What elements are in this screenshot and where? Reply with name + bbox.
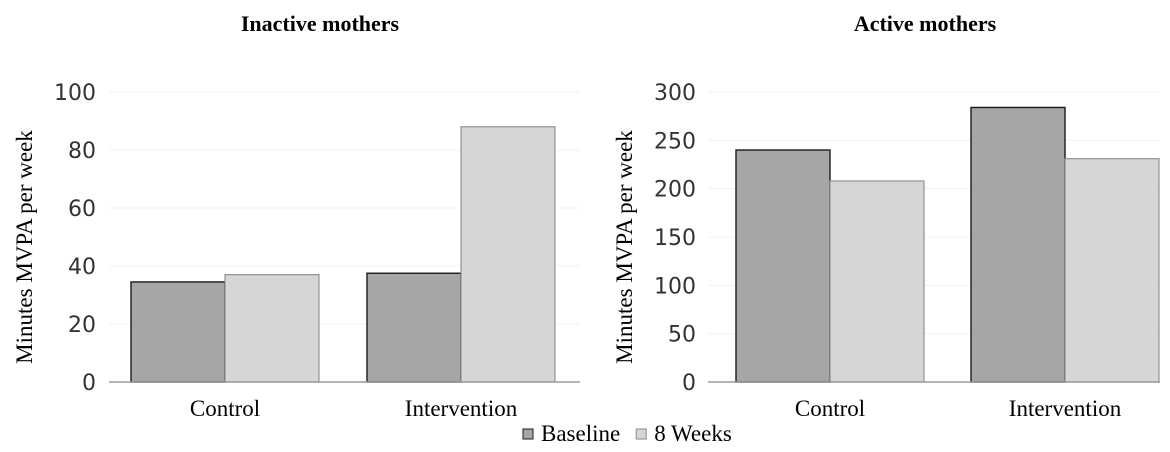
bar-baseline-control: [130, 281, 226, 383]
bar-baseline-control: [735, 149, 831, 383]
y-tick-label: 300: [654, 81, 696, 106]
y-tick-label: 20: [68, 313, 96, 338]
bar-8-weeks-control: [224, 274, 320, 383]
bar-baseline-intervention: [970, 106, 1066, 383]
x-tick-label: Intervention: [1009, 396, 1122, 421]
bar-8-weeks-intervention: [460, 126, 556, 383]
x-tick-label: Intervention: [405, 396, 518, 421]
y-tick-label: 100: [54, 81, 96, 106]
chart-inactive-mothers: Inactive mothers Minutes MVPA per week 0 20…: [12, 11, 580, 421]
x-tick-label: Control: [190, 396, 260, 421]
y-tick-label: 0: [82, 371, 96, 396]
y-tick-label: 60: [68, 197, 96, 222]
y-tick-label: 250: [654, 129, 696, 154]
y-tick-label: 50: [668, 323, 696, 348]
y-tick-label: 200: [654, 178, 696, 203]
bar-baseline-intervention: [366, 272, 462, 383]
y-axis-label: Minutes MVPA per week: [612, 130, 637, 364]
chart-title: Active mothers: [854, 11, 997, 36]
chart-title: Inactive mothers: [241, 11, 400, 36]
y-tick-label: 80: [68, 139, 96, 164]
y-tick-label: 0: [682, 371, 696, 396]
bar-8-weeks-control: [829, 180, 925, 383]
y-tick-label: 150: [654, 226, 696, 251]
legend: Baseline 8 Weeks: [522, 421, 732, 446]
bar-8-weeks-intervention: [1064, 158, 1160, 383]
y-tick-label: 40: [68, 255, 96, 280]
y-axis-label: Minutes MVPA per week: [12, 130, 37, 364]
x-tick-label: Control: [795, 396, 865, 421]
y-tick-label: 100: [654, 274, 696, 299]
legend-swatch-baseline: [522, 428, 534, 440]
legend-label-baseline: Baseline: [541, 421, 620, 446]
legend-swatch-8-weeks: [635, 428, 647, 440]
legend-label-8-weeks: 8 Weeks: [654, 421, 732, 446]
chart-active-mothers: Active mothers Minutes MVPA per week 0 50 10…: [612, 11, 1160, 421]
